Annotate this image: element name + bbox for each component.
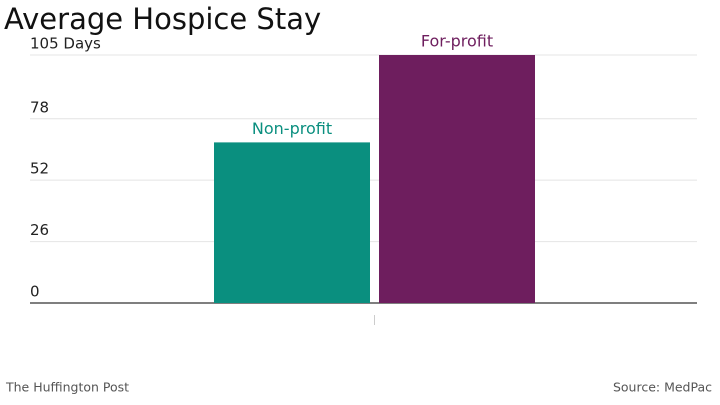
bar — [379, 55, 535, 303]
y-tick-label: 26 — [30, 221, 49, 239]
series-label: For-profit — [421, 32, 493, 51]
chart-title: Average Hospice Stay — [4, 2, 321, 36]
y-tick-label: 0 — [30, 283, 40, 301]
y-tick-label: 78 — [30, 98, 49, 116]
bar — [214, 142, 370, 303]
source: Source: MedPac — [613, 380, 712, 395]
y-tick-label: 52 — [30, 160, 49, 178]
y-tick-label: 105 Days — [30, 35, 101, 53]
series-label: Non-profit — [252, 119, 332, 138]
credit: The Huffington Post — [5, 380, 129, 395]
